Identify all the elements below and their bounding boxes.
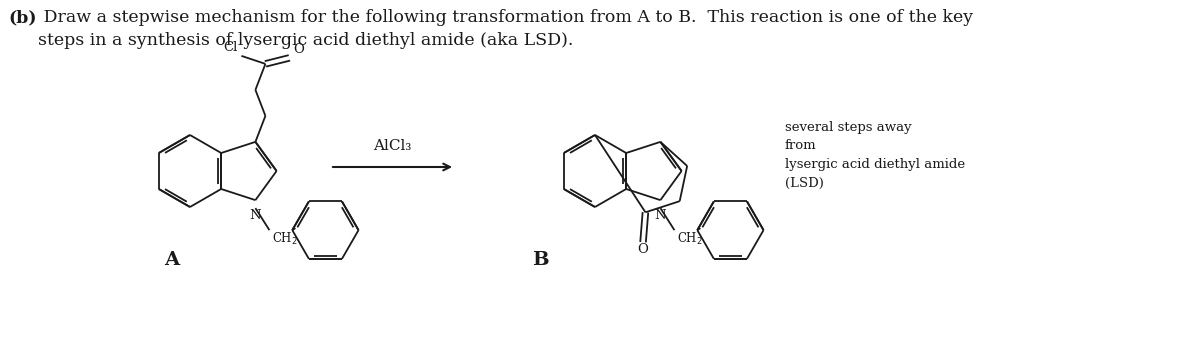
Text: several steps away
from
lysergic acid diethyl amide
(LSD): several steps away from lysergic acid di… xyxy=(785,121,965,190)
Text: Draw a stepwise mechanism for the following transformation from A to B.  This re: Draw a stepwise mechanism for the follow… xyxy=(38,9,973,49)
Text: N: N xyxy=(655,209,666,222)
Text: (b): (b) xyxy=(8,9,36,26)
Text: O: O xyxy=(637,243,648,256)
Text: CH$_2$: CH$_2$ xyxy=(678,231,703,247)
Text: CH$_2$: CH$_2$ xyxy=(272,231,299,247)
Text: N: N xyxy=(250,209,262,222)
Text: A: A xyxy=(164,251,180,269)
Text: O: O xyxy=(294,43,305,56)
Text: B: B xyxy=(532,251,548,269)
Text: AlCl₃: AlCl₃ xyxy=(373,139,412,153)
Text: Cl: Cl xyxy=(223,41,238,54)
